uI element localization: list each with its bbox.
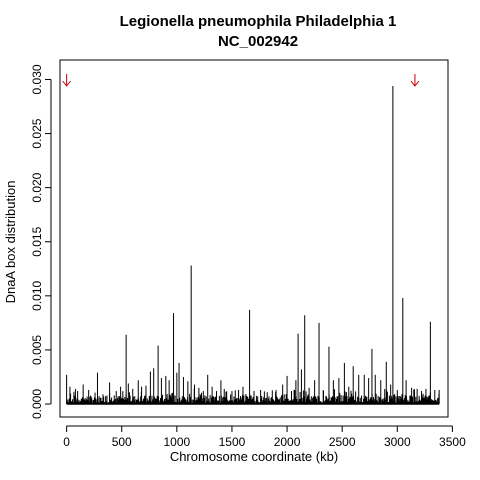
- y-tick-label: 0.000: [30, 389, 44, 419]
- x-tick-label: 3000: [384, 435, 411, 449]
- x-tick-label: 1000: [163, 435, 190, 449]
- arrow-head: [62, 80, 72, 87]
- x-axis-label: Chromosome coordinate (kb): [170, 449, 338, 464]
- y-axis: 0.000 0.005 0.010 0.015 0.020 0.025 0.030: [30, 64, 52, 419]
- plot-area-border: [59, 59, 449, 418]
- x-tick-label: 2500: [329, 435, 356, 449]
- x-tick-label: 2000: [274, 435, 301, 449]
- x-tick-label: 3500: [439, 435, 466, 449]
- y-tick-label: 0.025: [30, 118, 44, 148]
- y-tick-label: 0.015: [30, 226, 44, 256]
- y-axis-label: DnaA box distribution: [3, 181, 18, 304]
- baseline-noise: [66, 388, 440, 405]
- y-tick-label: 0.020: [30, 172, 44, 202]
- down-arrow-marker: [62, 74, 72, 87]
- x-tick-label: 500: [112, 435, 132, 449]
- y-tick-label: 0.010: [30, 280, 44, 310]
- spike-series: [66, 85, 440, 405]
- origin-markers: [62, 74, 420, 87]
- down-arrow-marker: [410, 74, 420, 87]
- x-axis: 0 500 1000 1500 2000 2500 3000 3500: [63, 425, 466, 449]
- y-tick-label: 0.005: [30, 335, 44, 365]
- x-tick-label: 1500: [219, 435, 246, 449]
- chart-subtitle: NC_002942: [218, 33, 298, 50]
- y-tick-label: 0.030: [30, 64, 44, 94]
- chart-title: Legionella pneumophila Philadelphia 1: [120, 13, 397, 30]
- arrow-head: [410, 80, 420, 87]
- x-tick-label: 0: [63, 435, 70, 449]
